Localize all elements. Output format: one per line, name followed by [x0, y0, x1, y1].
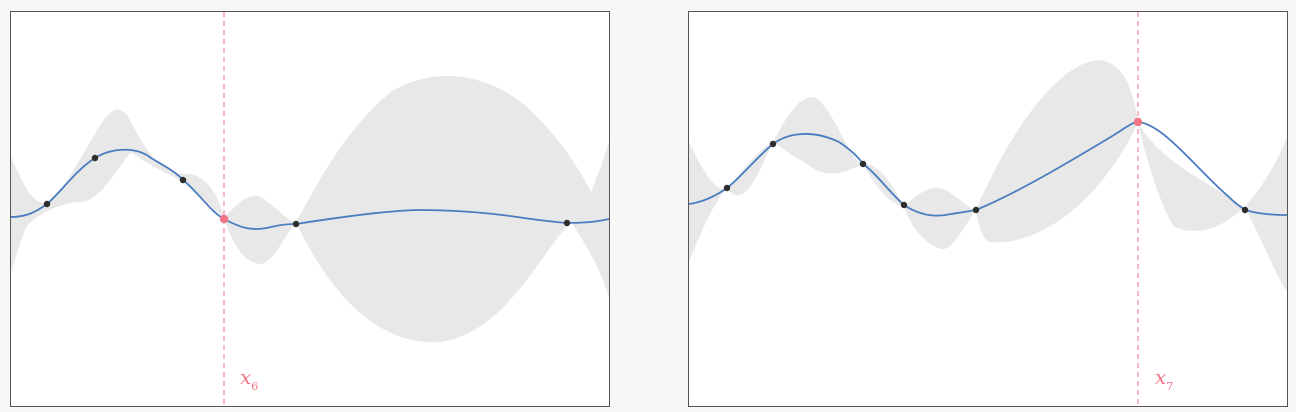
- query-label: x6: [240, 365, 258, 393]
- observation-point: [972, 206, 980, 214]
- panel-right: x7: [688, 11, 1288, 407]
- observation-point: [769, 140, 777, 148]
- query-point: [1133, 117, 1143, 127]
- observation-point: [292, 220, 300, 228]
- observation-point: [1241, 206, 1249, 214]
- observation-point: [563, 219, 571, 227]
- panel-left: x6: [10, 11, 610, 407]
- observation-point: [900, 201, 908, 209]
- observation-point: [859, 160, 867, 168]
- observation-point: [91, 154, 99, 162]
- uncertainty-band: [689, 60, 1287, 292]
- plot-right: x7: [689, 12, 1287, 406]
- query-label: x7: [1155, 365, 1173, 393]
- uncertainty-band: [11, 75, 609, 343]
- query-point: [219, 214, 229, 224]
- plot-left: x6: [11, 12, 609, 406]
- observation-point: [43, 200, 51, 208]
- observation-point: [179, 176, 187, 184]
- observation-point: [723, 184, 731, 192]
